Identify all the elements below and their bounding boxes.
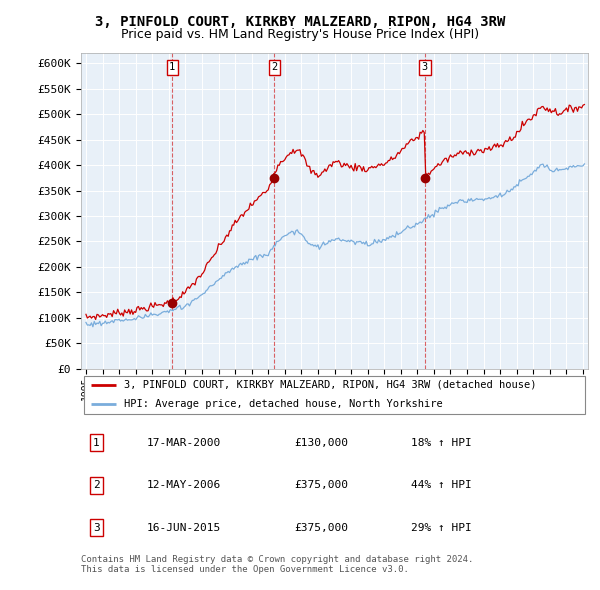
Text: 17-MAR-2000: 17-MAR-2000 [147, 438, 221, 448]
Text: £130,000: £130,000 [294, 438, 348, 448]
Text: Contains HM Land Registry data © Crown copyright and database right 2024.
This d: Contains HM Land Registry data © Crown c… [81, 555, 473, 574]
Text: 18% ↑ HPI: 18% ↑ HPI [410, 438, 472, 448]
Text: 1: 1 [93, 438, 100, 448]
Text: 12-MAY-2006: 12-MAY-2006 [147, 480, 221, 490]
Text: £375,000: £375,000 [294, 523, 348, 533]
Text: 2: 2 [271, 63, 277, 73]
Text: 44% ↑ HPI: 44% ↑ HPI [410, 480, 472, 490]
Text: 2: 2 [93, 480, 100, 490]
Text: HPI: Average price, detached house, North Yorkshire: HPI: Average price, detached house, Nort… [124, 399, 443, 409]
Text: 29% ↑ HPI: 29% ↑ HPI [410, 523, 472, 533]
Text: 3: 3 [422, 63, 428, 73]
Text: 3: 3 [93, 523, 100, 533]
Text: 3, PINFOLD COURT, KIRKBY MALZEARD, RIPON, HG4 3RW: 3, PINFOLD COURT, KIRKBY MALZEARD, RIPON… [95, 15, 505, 29]
Text: 16-JUN-2015: 16-JUN-2015 [147, 523, 221, 533]
FancyBboxPatch shape [83, 376, 586, 414]
Text: £375,000: £375,000 [294, 480, 348, 490]
Text: Price paid vs. HM Land Registry's House Price Index (HPI): Price paid vs. HM Land Registry's House … [121, 28, 479, 41]
Text: 1: 1 [169, 63, 175, 73]
Text: 3, PINFOLD COURT, KIRKBY MALZEARD, RIPON, HG4 3RW (detached house): 3, PINFOLD COURT, KIRKBY MALZEARD, RIPON… [124, 380, 536, 390]
